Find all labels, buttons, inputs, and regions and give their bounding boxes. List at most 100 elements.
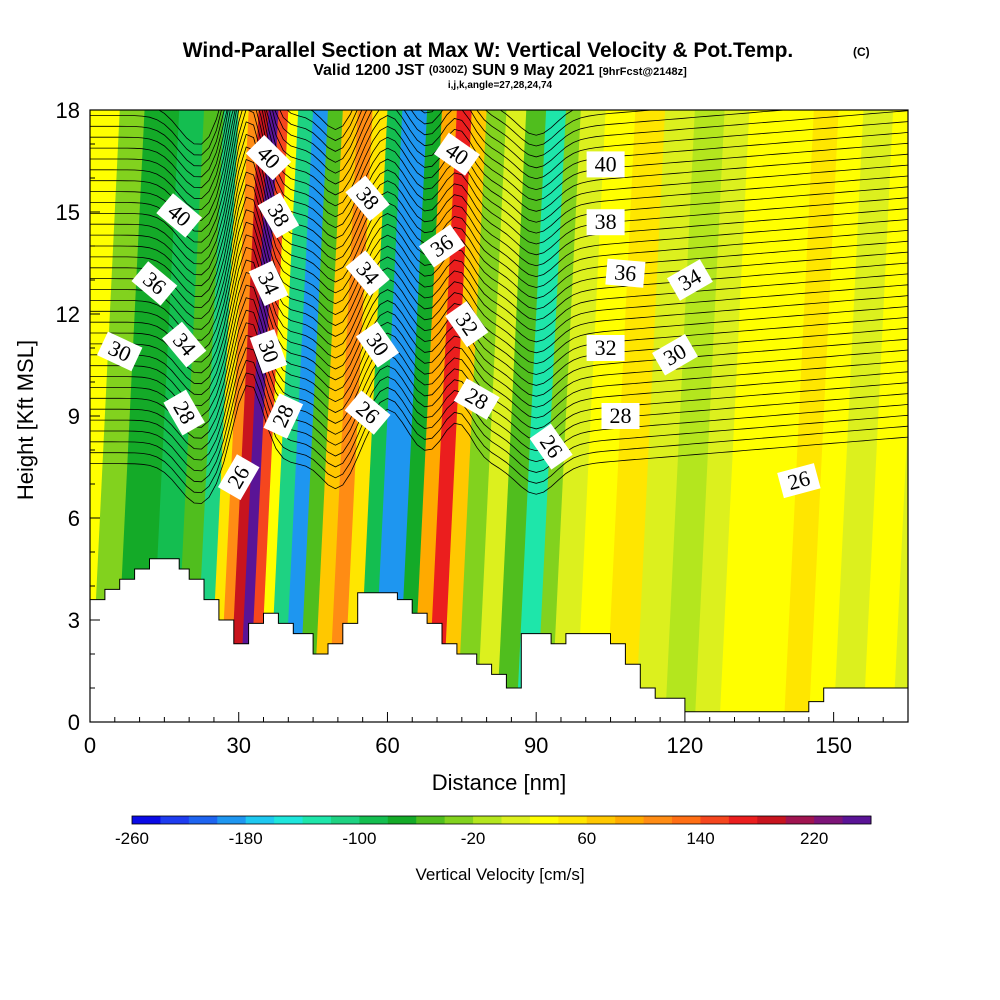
svg-text:28: 28 — [610, 403, 632, 428]
velocity-cell — [893, 416, 908, 722]
colorbar-swatch — [672, 816, 701, 824]
x-tick-label: 150 — [815, 733, 852, 758]
colorbar-swatch — [359, 816, 389, 824]
colorbar-tick-label: -100 — [342, 829, 376, 848]
theta-contour-line — [90, 209, 908, 352]
colorbar-swatch — [728, 816, 758, 824]
theta-contour-line — [90, 284, 908, 417]
colorbar-swatch — [814, 816, 844, 824]
theta-label: 26 — [777, 463, 821, 499]
velocity-cell — [372, 110, 429, 722]
theta-contour-line — [90, 110, 908, 232]
y-tick-label: 15 — [56, 200, 80, 225]
theta-contour-line — [90, 196, 908, 341]
colorbar-swatch — [274, 816, 304, 824]
svg-text:36: 36 — [613, 259, 637, 286]
y-tick-label: 12 — [56, 302, 80, 327]
section-indices: i,j,k,angle=27,28,24,74 — [448, 80, 553, 91]
valid-zulu: (0300Z) — [429, 64, 468, 76]
y-tick-label: 18 — [56, 98, 80, 123]
colorbar-tick-label: 140 — [686, 829, 714, 848]
colorbar-label: Vertical Velocity [cm/s] — [415, 865, 584, 884]
colorbar-swatch — [245, 816, 275, 824]
velocity-cell — [719, 110, 781, 722]
copyright-mark: (C) — [853, 45, 870, 59]
velocity-cell — [298, 110, 344, 722]
velocity-cell — [412, 110, 458, 722]
colorbar-swatch — [132, 816, 161, 824]
plot-area: 4038343028264036343028383430264036322826… — [90, 110, 908, 722]
theta-contour-line — [90, 110, 790, 167]
x-tick-label: 30 — [226, 733, 250, 758]
theta-contour-line — [90, 146, 908, 298]
colorbar-swatch — [842, 816, 872, 824]
theta-contour-line — [90, 385, 908, 504]
velocity-cell — [90, 110, 146, 722]
theta-label: 28 — [601, 403, 640, 429]
colorbar-swatch — [586, 816, 616, 824]
theta-label: 34 — [248, 260, 289, 307]
x-tick-label: 90 — [524, 733, 548, 758]
x-tick-label: 0 — [84, 733, 96, 758]
velocity-cell — [833, 110, 895, 722]
theta-contour-line — [90, 110, 908, 254]
y-axis: 0 3 6 9 12 15 18 — [56, 98, 100, 735]
y-tick-label: 6 — [68, 506, 80, 531]
velocity-cell — [635, 110, 696, 722]
theta-label: 30 — [249, 329, 288, 374]
colorbar-swatch — [700, 816, 730, 824]
theta-contour-line — [90, 271, 908, 406]
theta-contour-line — [90, 110, 908, 210]
colorbar-swatch — [558, 816, 588, 824]
velocity-cell — [441, 110, 488, 722]
valid-date: SUN 9 May 2021 — [472, 62, 595, 79]
colorbar-swatch — [785, 816, 815, 824]
velocity-cell — [665, 110, 726, 722]
colorbar-swatch — [387, 816, 417, 824]
svg-text:32: 32 — [595, 335, 617, 360]
velocity-cell — [863, 110, 908, 722]
colorbar-tick-label: -180 — [229, 829, 263, 848]
velocity-cell — [228, 110, 270, 722]
theta-contour-line — [90, 322, 908, 450]
theta-contour-line — [90, 297, 908, 428]
theta-contour-line — [90, 110, 908, 243]
colorbar-swatch — [501, 816, 531, 824]
theta-contour-line — [90, 359, 908, 483]
svg-text:40: 40 — [595, 151, 617, 176]
colorbar-swatch — [757, 816, 787, 824]
velocity-cell — [283, 110, 329, 722]
theta-label: 32 — [586, 335, 625, 361]
colorbar-swatch — [444, 816, 474, 824]
velocity-cell — [784, 110, 840, 722]
theta-contour-line — [90, 110, 908, 178]
theta-contour-line — [90, 334, 908, 461]
colorbar-swatch — [529, 816, 559, 824]
theta-label: 38 — [586, 209, 625, 236]
y-tick-label: 9 — [68, 404, 80, 429]
colorbar-swatch — [473, 816, 502, 824]
x-axis: 0 30 60 90 120 150 — [84, 712, 909, 758]
x-axis-label: Distance [nm] — [432, 770, 567, 795]
theta-contour-line — [90, 171, 908, 319]
theta-contour-line — [90, 259, 908, 396]
velocity-cell — [808, 110, 865, 722]
velocity-cell — [694, 110, 751, 722]
theta-contours — [90, 110, 908, 504]
colorbar-tick-label: -260 — [115, 829, 149, 848]
theta-contour-line — [90, 347, 908, 472]
colorbar-tick-label: 60 — [577, 829, 596, 848]
colorbar-swatch — [330, 816, 360, 824]
y-tick-label: 0 — [68, 710, 80, 735]
colorbar-swatch — [160, 816, 190, 824]
theta-label: 38 — [345, 175, 390, 222]
theta-contour-labels: 4038343028264036343028383430264036322826… — [96, 132, 821, 501]
colorbar-tick-label: 220 — [800, 829, 828, 848]
colorbar-swatch — [615, 816, 645, 824]
theta-label: 36 — [605, 258, 646, 288]
colorbar-swatch — [302, 816, 332, 824]
colorbar-swatch — [188, 816, 218, 824]
colorbar-swatch — [217, 816, 247, 824]
y-axis-label: Height [Kft MSL] — [13, 340, 38, 500]
